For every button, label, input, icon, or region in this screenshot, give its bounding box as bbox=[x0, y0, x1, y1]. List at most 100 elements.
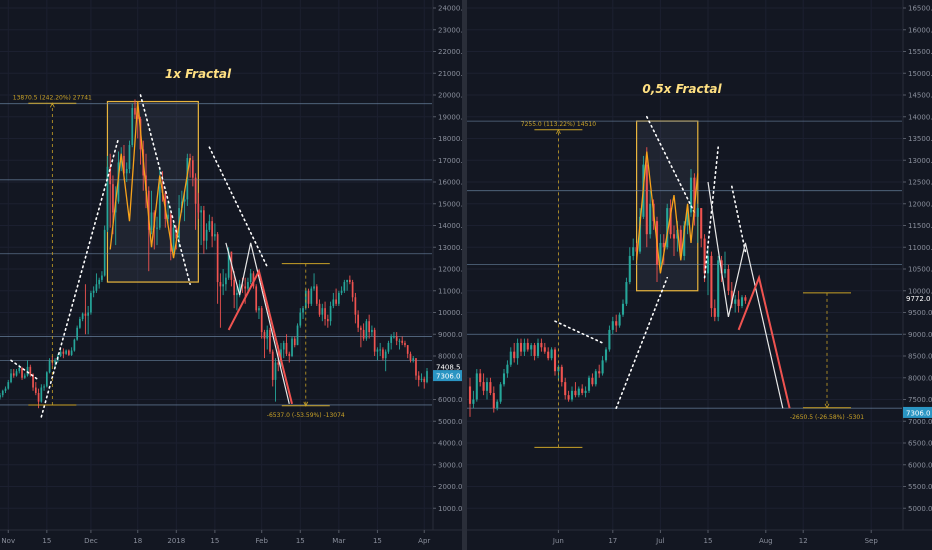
candle-body bbox=[393, 336, 395, 338]
candle-body bbox=[302, 308, 304, 313]
candle-body bbox=[125, 168, 128, 174]
candle-body bbox=[73, 339, 76, 351]
candle-body bbox=[354, 297, 357, 315]
candle-body bbox=[307, 290, 310, 304]
candle-body bbox=[346, 279, 348, 283]
candle-body bbox=[37, 392, 40, 402]
x-tick-label: 15 bbox=[42, 537, 51, 545]
candle-body bbox=[296, 325, 299, 346]
y-tick-label: 9500.0 bbox=[908, 309, 932, 317]
candle-body bbox=[672, 234, 676, 239]
y-tick-label: 13000.0 bbox=[908, 157, 932, 165]
candle-body bbox=[274, 362, 277, 380]
y-tick-label: 15500.0 bbox=[908, 48, 932, 56]
y-tick-label: 8000.0 bbox=[908, 374, 932, 382]
x-tick-label: Sep bbox=[865, 537, 879, 545]
measure-arrow bbox=[824, 403, 830, 409]
candle-body bbox=[509, 351, 512, 365]
candle-body bbox=[169, 214, 172, 252]
candle-body bbox=[255, 286, 258, 311]
measure-label: -2650.5 (-26.58%) -5301 bbox=[790, 414, 864, 421]
candle-body bbox=[158, 186, 161, 228]
candle-body bbox=[233, 279, 236, 296]
candle-body bbox=[649, 203, 652, 235]
candle-body bbox=[601, 360, 604, 374]
candle-body bbox=[12, 373, 15, 376]
candle-body bbox=[472, 399, 475, 404]
panel-frame bbox=[462, 0, 467, 550]
candle-body bbox=[200, 210, 202, 213]
candle-body bbox=[379, 349, 382, 351]
candle-body bbox=[0, 395, 1, 398]
candle-body bbox=[90, 292, 92, 313]
candle-body bbox=[191, 160, 194, 178]
candle-body bbox=[326, 319, 329, 322]
candle-body bbox=[244, 286, 247, 289]
candle-body bbox=[183, 199, 186, 202]
trend-dotted-line bbox=[10, 359, 40, 381]
measure-label: -6537.0 (-53.59%) -13074 bbox=[267, 412, 345, 419]
candle-body bbox=[65, 350, 67, 354]
candle-body bbox=[324, 308, 326, 320]
candle-body bbox=[263, 332, 266, 339]
candle-body bbox=[700, 208, 703, 239]
y-tick-label: 15000.0 bbox=[438, 200, 467, 208]
candle-body bbox=[706, 255, 710, 274]
trend-dotted-line bbox=[730, 185, 747, 253]
candle-body bbox=[662, 242, 665, 248]
y-tick-label: 20000.0 bbox=[438, 92, 467, 100]
candle-body bbox=[710, 255, 713, 309]
candle-body bbox=[720, 260, 723, 274]
projection-white bbox=[225, 242, 290, 404]
candle-body bbox=[371, 329, 373, 333]
candle-body bbox=[384, 351, 387, 359]
y-tick-label: 21000.0 bbox=[438, 70, 467, 78]
y-tick-label: 6500.0 bbox=[908, 440, 932, 448]
candle-body bbox=[10, 373, 12, 383]
candle-body bbox=[423, 378, 426, 383]
panel-divider bbox=[462, 0, 467, 550]
candle-body bbox=[621, 303, 625, 315]
candle-body bbox=[106, 166, 109, 230]
candle-body bbox=[288, 353, 291, 356]
candle-body bbox=[645, 164, 648, 235]
y-tick-label: 11500.0 bbox=[908, 222, 932, 230]
candle-body bbox=[194, 177, 197, 204]
candle-body bbox=[560, 366, 563, 383]
candle-body bbox=[34, 387, 37, 393]
y-tick-label: 13000.0 bbox=[438, 244, 467, 252]
candle-body bbox=[398, 340, 401, 342]
candle-body bbox=[282, 342, 285, 350]
candle-body bbox=[727, 269, 730, 291]
candle-body bbox=[32, 374, 34, 388]
candle-body bbox=[103, 229, 106, 276]
y-tick-label: 5500.0 bbox=[908, 483, 932, 491]
candle-body bbox=[577, 388, 580, 396]
x-tick-label: 15 bbox=[704, 537, 713, 545]
y-tick-label: 10500.0 bbox=[908, 266, 932, 274]
y-tick-label: 11000.0 bbox=[908, 244, 932, 252]
candle-body bbox=[587, 377, 591, 391]
candle-body bbox=[373, 329, 376, 352]
panel-left: 13870.5 (242.20%) 27741 -6537.0 (-53.59%)… bbox=[0, 0, 467, 545]
y-tick-label: 1000.0 bbox=[438, 505, 463, 513]
candle-body bbox=[337, 292, 340, 304]
candle-body bbox=[679, 229, 682, 256]
candle-body bbox=[293, 338, 296, 346]
candle-body bbox=[591, 377, 594, 385]
candle-body bbox=[76, 327, 78, 340]
candle-body bbox=[313, 286, 315, 289]
y-tick-label: 9000.0 bbox=[438, 331, 463, 339]
y-tick-label: 18000.0 bbox=[438, 135, 467, 143]
candle-body bbox=[211, 221, 213, 237]
candle-body bbox=[499, 384, 502, 402]
candle-body bbox=[659, 242, 662, 265]
y-tick-label: 10000.0 bbox=[908, 287, 932, 295]
x-tick-label: Mar bbox=[332, 537, 345, 545]
price-label: 7306.0 bbox=[906, 409, 931, 417]
y-tick-label: 12000.0 bbox=[438, 266, 467, 274]
y-tick-label: 24000.0 bbox=[438, 5, 467, 13]
candle-body bbox=[744, 297, 747, 301]
y-axis-area bbox=[903, 0, 932, 530]
